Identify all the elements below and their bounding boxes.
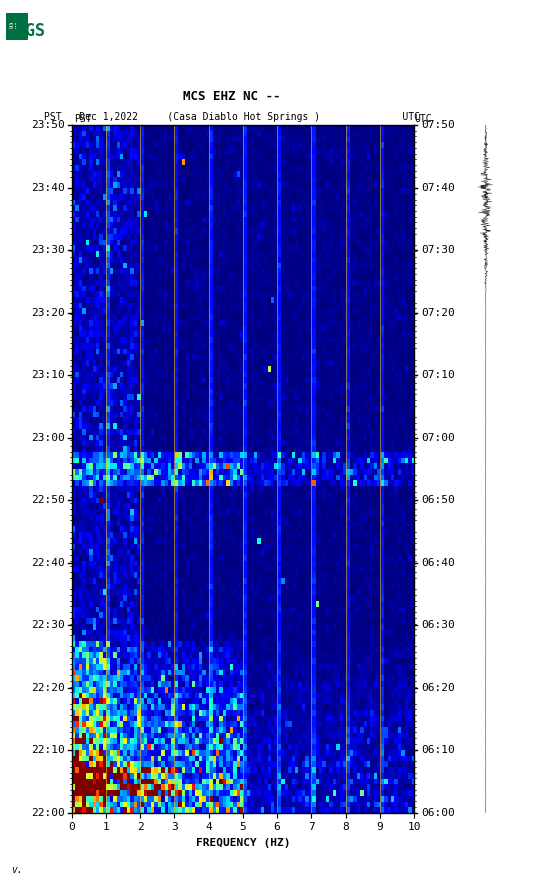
Text: 23:30: 23:30 (31, 245, 65, 255)
Text: 23:10: 23:10 (31, 370, 65, 380)
Text: 06:10: 06:10 (421, 745, 455, 755)
Text: 07:20: 07:20 (421, 307, 455, 318)
Text: 07:50: 07:50 (421, 120, 455, 130)
Text: 22:50: 22:50 (31, 495, 65, 505)
Text: 06:40: 06:40 (421, 557, 455, 568)
Text: 23:40: 23:40 (31, 182, 65, 193)
Text: UTC: UTC (414, 114, 432, 124)
Text: 06:50: 06:50 (421, 495, 455, 505)
Text: 23:20: 23:20 (31, 307, 65, 318)
Text: 07:00: 07:00 (421, 432, 455, 443)
Text: 22:30: 22:30 (31, 620, 65, 630)
Text: 23:50: 23:50 (31, 120, 65, 130)
Text: 22:00: 22:00 (31, 807, 65, 818)
Text: 07:10: 07:10 (421, 370, 455, 380)
Text: 06:00: 06:00 (421, 807, 455, 818)
Text: USGS: USGS (6, 22, 45, 40)
Text: 22:10: 22:10 (31, 745, 65, 755)
X-axis label: FREQUENCY (HZ): FREQUENCY (HZ) (195, 838, 290, 848)
Text: MCS EHZ NC --: MCS EHZ NC -- (183, 89, 280, 103)
Text: 06:20: 06:20 (421, 682, 455, 693)
Text: 22:40: 22:40 (31, 557, 65, 568)
Text: PST   Dec 1,2022     (Casa Diablo Hot Springs )              UTC: PST Dec 1,2022 (Casa Diablo Hot Springs … (44, 112, 420, 121)
Text: 23:00: 23:00 (31, 432, 65, 443)
Text: ≋: ≋ (8, 21, 17, 32)
Text: v.: v. (11, 865, 23, 875)
Text: 07:30: 07:30 (421, 245, 455, 255)
Text: 22:20: 22:20 (31, 682, 65, 693)
Text: 07:40: 07:40 (421, 182, 455, 193)
Text: 06:30: 06:30 (421, 620, 455, 630)
Text: PST: PST (75, 114, 92, 124)
